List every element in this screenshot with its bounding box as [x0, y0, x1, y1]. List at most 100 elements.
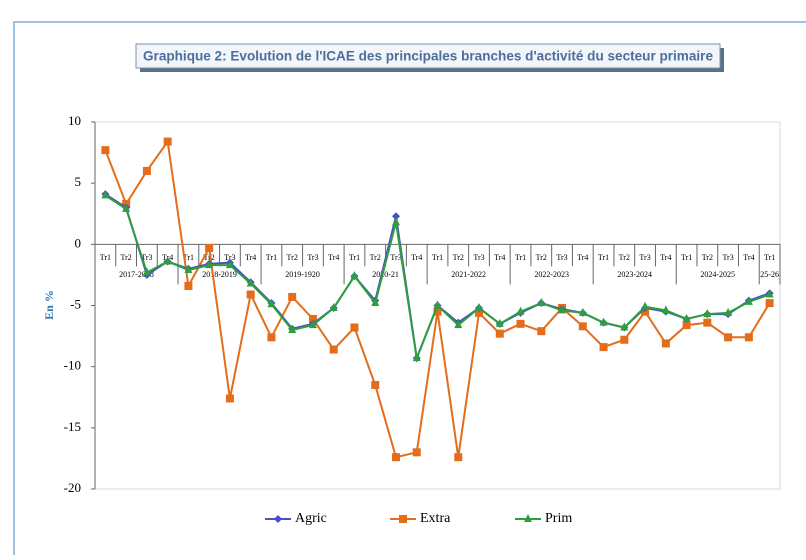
marker [475, 302, 484, 311]
marker [267, 333, 276, 342]
marker [537, 327, 546, 336]
marker [350, 323, 359, 332]
marker [765, 299, 774, 308]
legend-label: Prim [545, 511, 572, 526]
x-tick-label: Tr1 [266, 253, 277, 262]
x-tick-label: Tr1 [432, 253, 443, 262]
marker [661, 305, 670, 314]
marker [184, 281, 193, 290]
x-tick-label: Tr2 [619, 253, 630, 262]
group-label: 2017-2018 [119, 270, 154, 279]
x-tick-label: Tr4 [660, 253, 671, 262]
marker [371, 298, 380, 307]
marker [122, 203, 131, 212]
x-tick-label: Tr3 [639, 253, 650, 262]
marker [433, 307, 442, 316]
x-tick-label: Tr3 [556, 253, 567, 262]
marker [163, 256, 172, 265]
legend-label: Extra [420, 511, 451, 526]
x-tick-label: Tr1 [349, 253, 360, 262]
x-tick-label: Tr3 [224, 253, 235, 262]
x-tick-label: Tr2 [702, 253, 713, 262]
marker [350, 271, 359, 280]
x-tick-label: Tr1 [515, 253, 526, 262]
marker [274, 515, 282, 523]
marker [267, 299, 276, 308]
x-tick-label: Tr4 [328, 253, 339, 262]
group-label: 2018-2019 [202, 270, 237, 279]
title-box [135, 43, 721, 69]
marker [661, 339, 670, 348]
marker [744, 333, 753, 342]
x-tick-label: Tr4 [411, 253, 422, 262]
marker [682, 321, 691, 330]
y-tick-label: 5 [75, 174, 82, 189]
marker [516, 319, 525, 328]
group-label: 2024-2025 [700, 270, 735, 279]
x-tick-label: Tr2 [453, 253, 464, 262]
marker [391, 217, 400, 226]
marker [308, 320, 317, 329]
x-tick-label: Tr2 [536, 253, 547, 262]
x-tick-label: Tr4 [494, 253, 505, 262]
x-tick-label: Tr3 [722, 253, 733, 262]
marker [288, 292, 297, 301]
group-label: 2022-2023 [534, 270, 569, 279]
marker [308, 314, 317, 323]
marker [599, 317, 608, 326]
marker [246, 278, 255, 287]
marker [724, 307, 733, 316]
marker [537, 298, 546, 307]
marker [578, 322, 587, 331]
marker [524, 514, 532, 522]
marker [495, 329, 504, 338]
x-tick-label: Tr1 [598, 253, 609, 262]
marker [163, 137, 172, 146]
legend-label: Agric [295, 511, 327, 526]
marker [599, 343, 608, 352]
marker [391, 453, 400, 462]
marker [578, 307, 587, 316]
marker [433, 300, 442, 309]
x-tick-label: Tr2 [287, 253, 298, 262]
y-tick-label: -10 [64, 358, 81, 373]
y-tick-label: -20 [64, 480, 81, 495]
x-tick-label: Tr3 [141, 253, 152, 262]
y-tick-label: -15 [64, 419, 81, 434]
x-tick-label: Tr1 [100, 253, 111, 262]
marker [371, 381, 380, 390]
x-tick-label: Tr1 [681, 253, 692, 262]
marker [620, 335, 629, 344]
x-tick-label: Tr2 [204, 253, 215, 262]
marker [225, 260, 234, 269]
group-label: 2023-2024 [617, 270, 652, 279]
marker [391, 212, 400, 221]
marker [558, 305, 567, 314]
group-label: 2021-2022 [451, 270, 486, 279]
marker [142, 166, 151, 175]
marker [205, 260, 214, 269]
marker [412, 353, 421, 362]
x-tick-label: Tr2 [120, 253, 131, 262]
marker [475, 308, 484, 317]
x-tick-label: Tr1 [764, 253, 775, 262]
marker [246, 290, 255, 299]
marker [454, 320, 463, 329]
marker [142, 267, 151, 276]
x-tick-label: Tr4 [577, 253, 588, 262]
marker [412, 448, 421, 457]
y-tick-label: 10 [68, 113, 81, 128]
marker [329, 302, 338, 311]
marker [101, 190, 110, 199]
marker [620, 322, 629, 331]
marker [495, 318, 504, 327]
marker [184, 265, 193, 274]
y-tick-label: -5 [70, 296, 81, 311]
x-tick-label: Tr1 [183, 253, 194, 262]
marker [101, 146, 110, 155]
frame [13, 21, 806, 560]
x-tick-label: Tr2 [370, 253, 381, 262]
marker [399, 515, 407, 523]
marker [454, 453, 463, 462]
